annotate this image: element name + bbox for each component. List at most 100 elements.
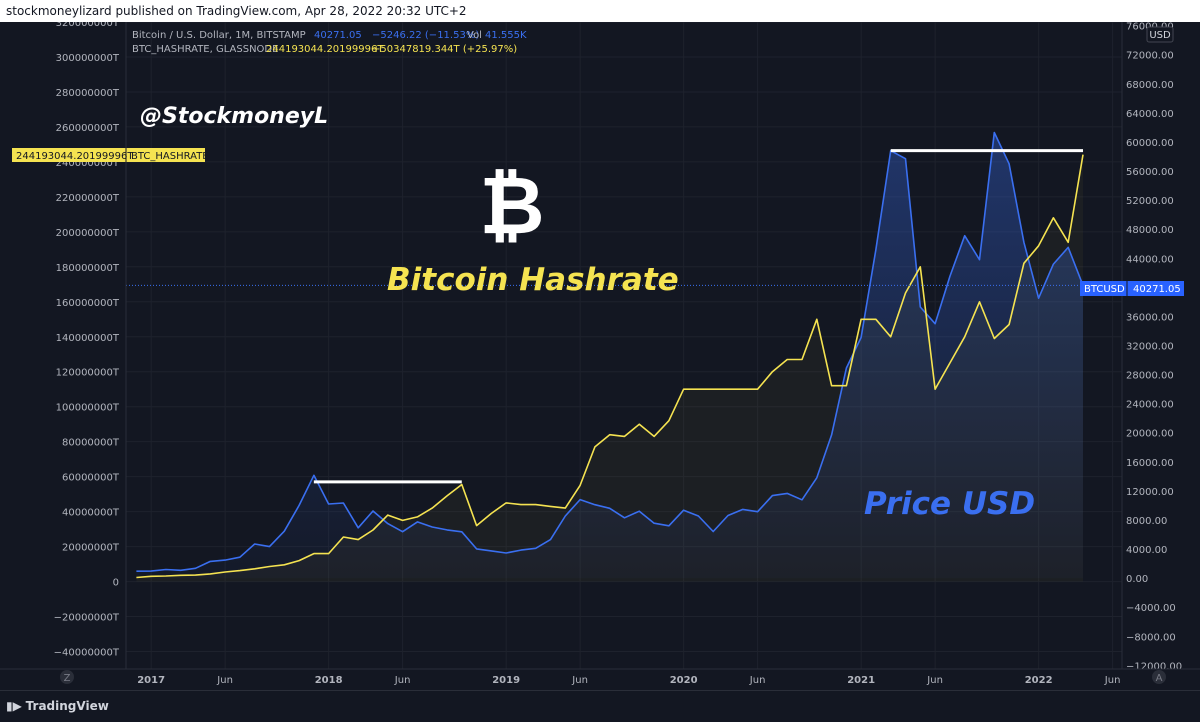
hashrate-point (549, 505, 551, 507)
legend-line2-name: BTC_HASHRATE, GLASSNODE (132, 44, 278, 55)
time-axis-tick-label: 2021 (847, 675, 875, 686)
price-point (1008, 163, 1010, 165)
tradingview-logo[interactable]: ▮▶ TradingView (6, 699, 109, 713)
hashrate-point (505, 502, 507, 504)
hashrate-point (416, 516, 418, 518)
hashrate-point (461, 483, 463, 485)
time-axis-tick-label: Jun (1104, 675, 1121, 686)
legend-line2-value: 244193044.20199996T (266, 44, 384, 55)
right-axis-tick-label: 36000.00 (1126, 312, 1174, 323)
price-point (623, 517, 625, 519)
hashrate-point (682, 388, 684, 390)
time-axis-tick-label: Jun (571, 675, 588, 686)
hashrate-point (490, 512, 492, 514)
price-point (1052, 263, 1054, 265)
price-point (475, 548, 477, 550)
hashrate-point (1008, 323, 1010, 325)
price-point (416, 521, 418, 523)
hashrate-point (845, 385, 847, 387)
price-point (594, 504, 596, 506)
currency-button[interactable] (1146, 26, 1174, 43)
price-point (313, 474, 315, 476)
right-axis-tick-label: 0.00 (1126, 574, 1148, 585)
left-axis-tick-label: 280000000T (56, 88, 120, 99)
chart-panel[interactable]: 320000000T 300000000T 280000000T 260000000T… (0, 18, 1200, 690)
left-axis-tick-label: −40000000T (54, 648, 120, 659)
auto-scale-right-label: A (1156, 673, 1163, 684)
hashrate-point (816, 318, 818, 320)
price-point (535, 547, 537, 549)
hashrate-point (401, 519, 403, 521)
right-axis-tick-label: 68000.00 (1126, 80, 1174, 91)
hashrate-point (860, 318, 862, 320)
price-hashrate-chart[interactable]: 320000000T 300000000T 280000000T 260000000T… (0, 18, 1200, 690)
price-point (401, 531, 403, 533)
price-point (549, 538, 551, 540)
hashrate-point (357, 538, 359, 540)
hashrate-point (594, 446, 596, 448)
left-axis-tick-label: 300000000T (56, 53, 120, 64)
hashrate-point (283, 564, 285, 566)
right-axis-tick-label: 24000.00 (1126, 400, 1174, 411)
price-point (830, 434, 832, 436)
price-point (964, 235, 966, 237)
hashrate-point (298, 559, 300, 561)
hashrate-point (180, 574, 182, 576)
price-point (387, 522, 389, 524)
price-point (283, 530, 285, 532)
hashrate-point (1052, 217, 1054, 219)
right-axis-tick-label: 20000.00 (1126, 429, 1174, 440)
price-point (298, 504, 300, 506)
price-point (579, 498, 581, 500)
handle-annotation: @StockmoneyL (140, 104, 328, 129)
hashrate-tag-value: 244193044.20199996T (16, 151, 134, 162)
price-point (771, 494, 773, 496)
price-point (254, 543, 256, 545)
left-axis-tick-label: 0 (113, 578, 119, 589)
right-axis-tick-label: 16000.00 (1126, 458, 1174, 469)
price-point (653, 522, 655, 524)
currency-label: USD (1149, 30, 1171, 41)
price-point (150, 570, 152, 572)
hashrate-point (890, 336, 892, 338)
left-axis-tick-label: 260000000T (56, 123, 120, 134)
btcusd-tag-name: BTCUSD (1084, 284, 1125, 295)
footer-bar: ▮▶ TradingView (0, 690, 1200, 722)
price-point (372, 510, 374, 512)
price-point (194, 567, 196, 569)
hashrate-point (1067, 241, 1069, 243)
hashrate-point (742, 388, 744, 390)
hashrate-point (520, 503, 522, 505)
auto-scale-right-button[interactable] (1152, 670, 1166, 684)
right-axis-tick-label: 12000.00 (1126, 487, 1174, 498)
price-area-fill (136, 132, 1083, 579)
hashrate-point (830, 385, 832, 387)
hashrate-series-line[interactable] (136, 154, 1084, 579)
price-point (446, 529, 448, 531)
price-point (816, 477, 818, 479)
price-point (564, 515, 566, 517)
hashrate-point (224, 571, 226, 573)
price-point (609, 507, 611, 509)
right-axis-tick-label: 56000.00 (1126, 167, 1174, 178)
hashrate-point (653, 435, 655, 437)
time-axis-tick-label: 2018 (315, 675, 343, 686)
price-point (742, 508, 744, 510)
price-point (919, 306, 921, 308)
hashrate-point (194, 574, 196, 576)
right-axis-tick-label: 8000.00 (1126, 516, 1167, 527)
price-point (801, 499, 803, 501)
hashrate-point (342, 536, 344, 538)
left-axis-tick-label: 320000000T (56, 22, 120, 29)
hashrate-point (431, 507, 433, 509)
price-point (135, 570, 137, 572)
auto-scale-left-button[interactable] (60, 670, 74, 684)
price-point (327, 503, 329, 505)
hashrate-point (1023, 262, 1025, 264)
price-point (165, 568, 167, 570)
tradingview-logo-icon: ▮▶ (6, 699, 26, 713)
hashrate-point (239, 569, 241, 571)
price-point (1067, 246, 1069, 248)
time-axis-tick-label: 2022 (1025, 675, 1053, 686)
left-axis-tick-label: 60000000T (62, 473, 120, 484)
